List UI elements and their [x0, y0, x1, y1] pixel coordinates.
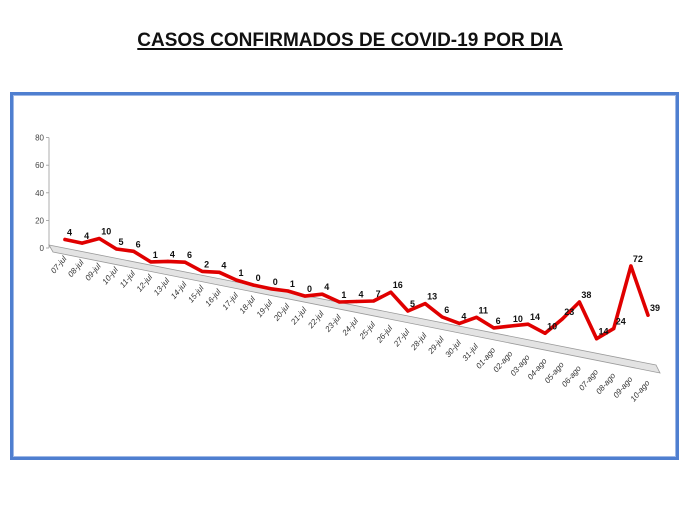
- x-tick-label: 11-jul: [118, 269, 137, 289]
- x-tick-label: 17-jul: [221, 291, 241, 312]
- data-label: 24: [616, 317, 626, 327]
- data-label: 0: [256, 273, 261, 283]
- data-point: [577, 300, 582, 304]
- data-label: 10: [547, 321, 557, 331]
- x-tick-label: 14-jul: [169, 280, 189, 301]
- x-tick-label: 19-jul: [255, 298, 275, 319]
- data-label: 6: [187, 250, 192, 260]
- data-point: [509, 324, 513, 328]
- data-point: [492, 326, 496, 330]
- data-point: [389, 290, 393, 294]
- data-label: 7: [376, 289, 381, 299]
- data-label: 2: [204, 259, 209, 269]
- x-tick-label: 09-jul: [83, 262, 103, 283]
- y-tick-label: 40: [35, 189, 44, 198]
- data-point: [646, 313, 650, 317]
- data-point: [612, 326, 616, 331]
- data-label: 10: [101, 226, 111, 236]
- data-point: [269, 287, 273, 291]
- axis-floor: [48, 244, 661, 374]
- data-point: [629, 264, 633, 268]
- data-point: [440, 315, 444, 319]
- data-label: 4: [359, 289, 364, 299]
- data-label: 4: [84, 231, 89, 241]
- data-point: [114, 247, 119, 251]
- y-tick-label: 20: [35, 216, 44, 225]
- data-point: [320, 292, 324, 296]
- x-axis: 07-jul08-jul09-jul10-jul11-jul12-jul13-j…: [49, 254, 652, 403]
- data-point: [594, 337, 599, 341]
- data-label: 39: [650, 303, 660, 313]
- y-tick-label: 60: [35, 161, 44, 170]
- data-label: 11: [479, 305, 489, 315]
- data-label: 5: [118, 237, 123, 247]
- data-label: 4: [461, 311, 466, 321]
- page-title: CASOS CONFIRMADOS DE COVID-19 POR DIA: [137, 30, 563, 51]
- x-tick-label: 13-jul: [152, 276, 172, 297]
- data-label: 5: [410, 299, 415, 309]
- data-label: 4: [170, 249, 175, 259]
- x-tick-label: 15-jul: [186, 284, 206, 305]
- data-label: 14: [599, 327, 609, 337]
- data-point: [560, 317, 564, 321]
- data-label: 13: [427, 292, 437, 302]
- data-point: [526, 322, 530, 326]
- x-tick-label: 30-jul: [443, 338, 463, 359]
- data-label: 1: [153, 250, 158, 260]
- chart-floor: [48, 244, 661, 374]
- data-label: 1: [290, 279, 295, 289]
- data-point: [337, 300, 341, 304]
- data-point: [63, 237, 67, 242]
- x-tick-label: 08-jul: [66, 258, 86, 279]
- y-tick-label: 0: [40, 244, 45, 253]
- chart-frame: 0 20 40 60 80 07-jul 08-jul 09-jul 10-jul 11-jul…: [10, 92, 679, 460]
- data-point: [286, 289, 290, 293]
- data-label: 4: [221, 260, 226, 270]
- data-point: [217, 270, 221, 274]
- data-label: 4: [67, 227, 72, 237]
- data-label: 6: [136, 239, 141, 249]
- data-point: [200, 269, 204, 274]
- data-label: 14: [530, 312, 540, 322]
- series-line: [63, 236, 650, 341]
- data-label: 16: [393, 280, 403, 290]
- x-tick-label: 12-jul: [135, 273, 155, 294]
- data-point: [149, 260, 153, 264]
- data-point: [354, 299, 359, 304]
- data-label: 72: [633, 254, 643, 264]
- x-tick-label: 18-jul: [238, 294, 258, 315]
- x-tick-label: 07-jul: [49, 254, 69, 275]
- data-point: [474, 315, 479, 319]
- data-label: 6: [496, 316, 501, 326]
- data-label: 6: [444, 305, 449, 315]
- data-label: 0: [307, 284, 312, 294]
- data-point: [303, 294, 307, 298]
- data-label: 0: [273, 277, 278, 287]
- data-point: [131, 249, 136, 253]
- data-label: 1: [341, 290, 346, 300]
- y-axis: 0 20 40 60 80: [35, 134, 50, 253]
- x-tick-label: 10-jul: [100, 265, 120, 286]
- data-label: 10: [513, 314, 523, 324]
- data-point: [252, 283, 256, 287]
- data-label: 38: [581, 290, 591, 300]
- x-tick-label: 31-jul: [461, 342, 481, 363]
- data-point: [457, 321, 461, 325]
- data-label: 4: [324, 282, 329, 292]
- data-point: [183, 260, 187, 264]
- data-point: [234, 278, 239, 282]
- data-point: [166, 259, 170, 263]
- data-point: [97, 236, 101, 241]
- data-label: 1: [238, 268, 243, 278]
- data-label: 23: [564, 307, 574, 317]
- data-point: [80, 241, 84, 245]
- data-point: [423, 302, 427, 306]
- data-point: [406, 309, 410, 313]
- x-tick-label: 16-jul: [203, 287, 223, 308]
- y-tick-label: 80: [35, 134, 44, 143]
- data-point: [372, 299, 376, 303]
- data-point: [543, 331, 547, 335]
